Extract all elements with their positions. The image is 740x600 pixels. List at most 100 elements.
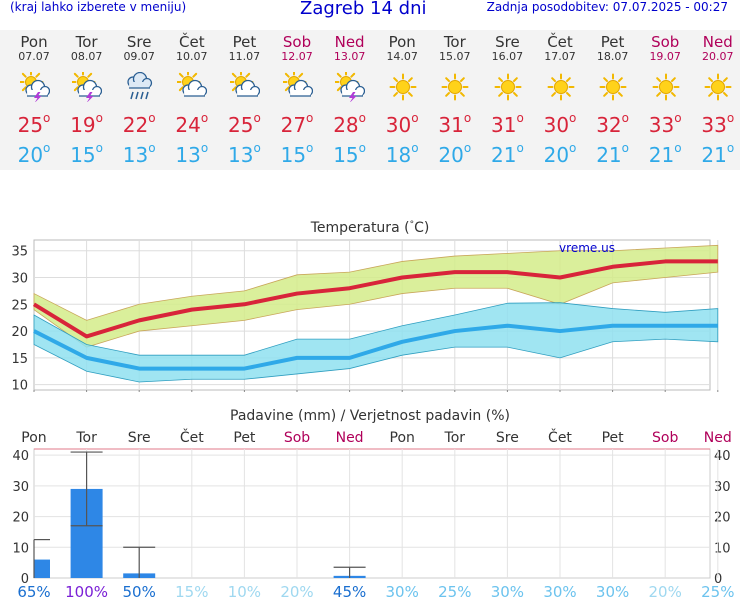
- sun-cloud-icon: [177, 72, 208, 97]
- max-temp: 25o: [227, 111, 261, 137]
- min-temp: 15o: [333, 141, 366, 167]
- day-name: Sob: [282, 33, 312, 51]
- y-tick-label: 10: [11, 379, 28, 392]
- min-temp: 20o: [543, 141, 577, 167]
- y-tick-label: 25: [11, 298, 28, 313]
- location-menu-hint[interactable]: (kraj lahko izberete v meniju): [10, 0, 187, 14]
- day-name: Tor: [443, 33, 466, 51]
- day-name: Tor: [75, 33, 98, 51]
- day-date: 12.07: [281, 50, 313, 63]
- x-category-label: Pon: [21, 430, 46, 446]
- day-name: Čet: [547, 33, 573, 51]
- min-temp: 21o: [490, 141, 524, 167]
- max-temp-line: [32, 259, 718, 339]
- forecast-day: Sre 09.07 22o 13o: [113, 30, 166, 170]
- forecast-day: Pet 11.07 25o 13o: [218, 30, 271, 170]
- day-date: 14.07: [386, 50, 418, 63]
- max-temp: 19o: [70, 111, 103, 137]
- day-date: 08.07: [70, 50, 103, 63]
- min-temp-line: [33, 323, 718, 371]
- precip-probability: 45%: [333, 583, 366, 600]
- min-temp-range-band: [33, 302, 719, 383]
- sun-cloud-thunder-icon: [19, 72, 50, 102]
- min-temp: 20o: [438, 141, 472, 167]
- x-category-label: Sob: [284, 430, 310, 446]
- precip-probability: 50%: [123, 583, 156, 600]
- header: (kraj lahko izberete v meniju) Zagreb 14…: [0, 0, 740, 22]
- y-tick-label: 35: [11, 245, 28, 260]
- day-date: 13.07: [333, 50, 366, 63]
- max-temp: 25o: [17, 111, 51, 137]
- max-temp: 31o: [490, 111, 524, 137]
- day-name: Pet: [600, 33, 625, 51]
- max-temp: 30o: [385, 111, 419, 137]
- sun-cloud-thunder-icon: [72, 72, 103, 102]
- sun-cloud-icon: [229, 72, 260, 97]
- precip-probability: 15%: [175, 583, 208, 600]
- max-temp-range-band: [33, 244, 719, 348]
- min-temp: 20o: [17, 141, 51, 167]
- forecast-day: Pon 14.07 30o 18o: [376, 30, 429, 170]
- forecast-day: Tor 08.07 19o 15o: [60, 30, 113, 170]
- y-tick-label: 30: [11, 272, 28, 287]
- precip-probability: 25%: [701, 583, 734, 600]
- sun-icon: [494, 73, 522, 101]
- precip-probability: 10%: [228, 583, 261, 600]
- day-name: Ned: [334, 33, 365, 51]
- precip-probability: 65%: [17, 583, 50, 600]
- precip-probability: 30%: [543, 583, 576, 600]
- day-date: 20.07: [702, 50, 734, 63]
- forecast-day: Ned 13.07 28o 15o: [323, 30, 376, 170]
- forecast-day: Pon 07.07 25o 20o: [8, 30, 61, 170]
- precip-probability: 100%: [65, 583, 108, 600]
- sun-icon: [599, 73, 627, 101]
- precip-probability: 30%: [596, 583, 629, 600]
- sun-icon: [547, 73, 574, 101]
- day-name: Sre: [495, 33, 520, 51]
- sun-icon: [389, 73, 417, 101]
- day-name: Pon: [388, 33, 416, 51]
- precip-probability: 30%: [491, 583, 524, 600]
- watermark: vreme.us: [559, 241, 615, 255]
- precip-bar: [34, 559, 50, 578]
- precip-probability: 25%: [438, 583, 471, 600]
- precipitation-chart-title: Padavine (mm) / Verjetnost padavin (%): [230, 408, 510, 424]
- x-category-label: Ned: [336, 430, 364, 446]
- x-category-label: Pet: [602, 430, 625, 446]
- forecast-day: Ned 20.07 33o 21o: [691, 30, 740, 170]
- day-name: Ned: [702, 33, 733, 51]
- min-temp: 18o: [385, 141, 419, 167]
- min-temp: 15o: [70, 141, 103, 167]
- max-temp: 28o: [333, 111, 366, 137]
- forecast-day: Sre 16.07 31o 21o: [481, 30, 534, 170]
- day-name: Pon: [20, 33, 48, 51]
- y-tick-label: 15: [11, 352, 28, 367]
- max-temp: 27o: [280, 111, 314, 137]
- forecast-strip: Pon 07.07 25o 20o Tor 08.07 19o 15o Sre 09.07 22o 1…: [0, 30, 740, 170]
- day-date: 10.07: [176, 50, 208, 63]
- x-category-label: Sre: [496, 430, 519, 446]
- x-category-label: Pon: [390, 430, 415, 446]
- day-name: Sre: [126, 33, 152, 51]
- sun-icon: [441, 73, 469, 101]
- y-tick-label: 10: [12, 541, 29, 556]
- x-category-label: Tor: [75, 430, 97, 446]
- day-name: Sob: [651, 33, 680, 51]
- day-date: 18.07: [596, 50, 629, 63]
- day-name: Pet: [232, 33, 257, 51]
- day-date: 09.07: [123, 50, 155, 63]
- max-temp: 33o: [701, 111, 735, 137]
- day-date: 15.07: [439, 50, 471, 63]
- min-temp: 21o: [648, 141, 682, 167]
- max-temp: 30o: [543, 111, 577, 137]
- precip-probability: 30%: [386, 583, 419, 600]
- max-temp: 32o: [596, 111, 629, 137]
- x-category-label: Sre: [128, 430, 151, 446]
- precipitation-chart: Padavine (mm) / Verjetnost padavin (%) Po…: [12, 408, 734, 600]
- precip-probability: 20%: [649, 583, 682, 600]
- max-temp: 22o: [122, 111, 156, 137]
- sun-icon: [652, 73, 680, 101]
- max-temp: 24o: [175, 111, 209, 137]
- min-temp: 15o: [280, 141, 314, 167]
- forecast-day: Sob 12.07 27o 15o: [271, 30, 324, 170]
